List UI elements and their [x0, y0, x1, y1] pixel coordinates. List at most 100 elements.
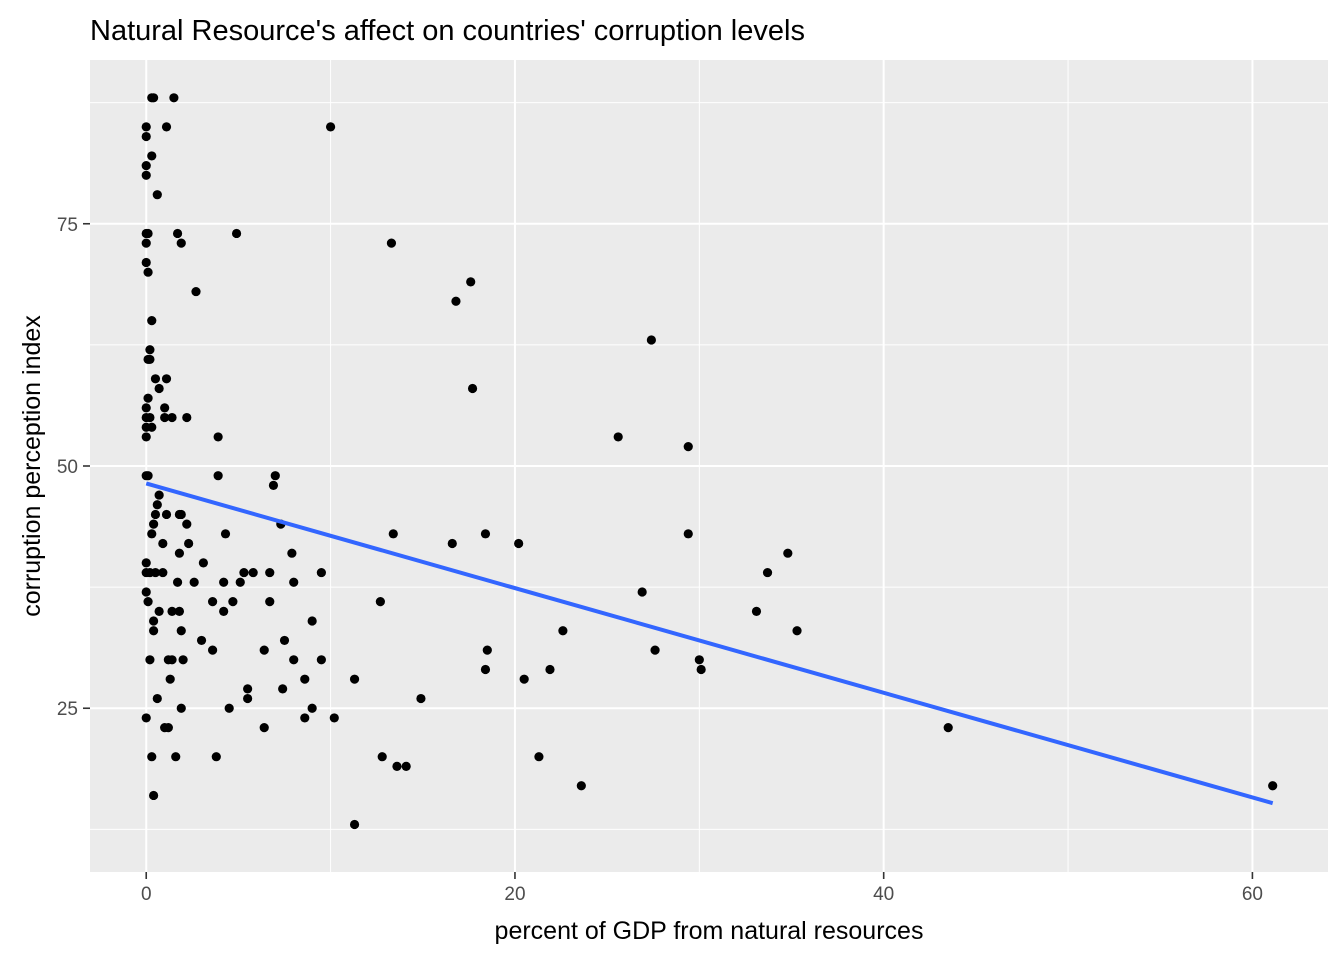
- data-point: [145, 345, 155, 355]
- data-point: [143, 228, 153, 239]
- y-tick-label: 25: [57, 699, 78, 720]
- chart-title: Natural Resource's affect on countries' …: [90, 15, 805, 47]
- data-point: [268, 480, 279, 490]
- data-point: [694, 655, 704, 665]
- data-point: [174, 548, 185, 558]
- data-point: [163, 723, 173, 733]
- data-point: [219, 606, 229, 616]
- data-point: [228, 597, 238, 607]
- x-tick-label: 20: [504, 884, 525, 905]
- data-point: [482, 645, 492, 655]
- data-point: [208, 645, 218, 655]
- data-point: [377, 752, 387, 762]
- data-point: [147, 752, 157, 762]
- y-axis: 25 50 75: [57, 215, 90, 720]
- data-point: [259, 723, 269, 733]
- x-axis-title: percent of GDP from natural resources: [495, 917, 924, 945]
- data-point: [265, 567, 275, 578]
- data-point: [167, 655, 177, 665]
- x-axis: 0 20 40 60: [141, 872, 1263, 905]
- data-point: [270, 471, 280, 481]
- data-point: [248, 567, 258, 578]
- data-point: [239, 567, 249, 578]
- data-point: [161, 374, 172, 384]
- data-point: [1268, 781, 1278, 791]
- data-point: [265, 597, 275, 607]
- data-point: [349, 819, 360, 830]
- data-point: [278, 684, 288, 694]
- data-point: [141, 257, 151, 268]
- data-point: [182, 519, 192, 529]
- data-point: [167, 412, 177, 423]
- trend-line-layer: [145, 481, 1274, 806]
- x-tick-label: 60: [1242, 884, 1263, 905]
- data-point: [182, 412, 192, 423]
- data-point: [141, 238, 151, 248]
- y-axis-title: corruption perception index: [18, 315, 46, 617]
- data-point: [152, 190, 162, 200]
- data-point: [316, 567, 326, 578]
- data-point: [189, 577, 199, 587]
- data-point: [386, 238, 397, 248]
- data-point: [150, 374, 161, 384]
- data-point: [751, 606, 762, 616]
- data-point: [191, 286, 201, 297]
- data-point: [613, 432, 623, 442]
- data-point: [447, 538, 457, 549]
- data-point: [184, 538, 194, 549]
- data-point: [279, 635, 290, 646]
- data-point: [141, 122, 151, 132]
- data-point: [211, 752, 221, 762]
- data-point: [141, 161, 151, 171]
- data-point: [154, 490, 164, 500]
- data-point: [152, 500, 162, 510]
- data-point: [235, 577, 245, 587]
- data-point: [172, 228, 183, 239]
- data-point: [650, 645, 660, 655]
- data-point: [392, 761, 402, 771]
- data-point: [231, 228, 242, 239]
- data-point: [198, 558, 208, 568]
- data-point: [480, 664, 491, 675]
- data-point: [152, 693, 162, 704]
- data-point: [176, 509, 186, 520]
- data-point: [174, 606, 185, 616]
- data-points: [141, 93, 1278, 830]
- data-point: [519, 674, 529, 684]
- data-point: [576, 781, 586, 791]
- data-point: [289, 655, 299, 665]
- data-point: [451, 296, 461, 306]
- data-point: [141, 403, 151, 413]
- data-point: [147, 316, 157, 326]
- data-point: [224, 703, 234, 713]
- data-point: [147, 422, 157, 432]
- data-point: [514, 538, 524, 549]
- data-point: [558, 626, 568, 636]
- data-point: [213, 471, 223, 481]
- data-point: [141, 713, 151, 723]
- data-point: [388, 529, 398, 539]
- data-point: [307, 616, 317, 626]
- data-point: [325, 122, 336, 132]
- data-point: [316, 655, 326, 665]
- trend-line: [145, 481, 1274, 806]
- data-point: [176, 626, 186, 636]
- data-point: [534, 752, 544, 762]
- data-point: [161, 122, 172, 132]
- data-point: [143, 267, 153, 277]
- data-point: [171, 752, 181, 762]
- data-point: [160, 403, 170, 413]
- data-point: [143, 393, 153, 403]
- data-point: [349, 674, 360, 684]
- data-point: [143, 597, 153, 607]
- data-point: [141, 558, 151, 568]
- data-point: [141, 131, 151, 142]
- data-point: [149, 519, 159, 529]
- data-point: [149, 93, 159, 103]
- data-point: [147, 529, 157, 539]
- data-point: [143, 471, 153, 481]
- data-point: [307, 703, 317, 713]
- data-point: [480, 529, 491, 539]
- data-point: [149, 616, 159, 626]
